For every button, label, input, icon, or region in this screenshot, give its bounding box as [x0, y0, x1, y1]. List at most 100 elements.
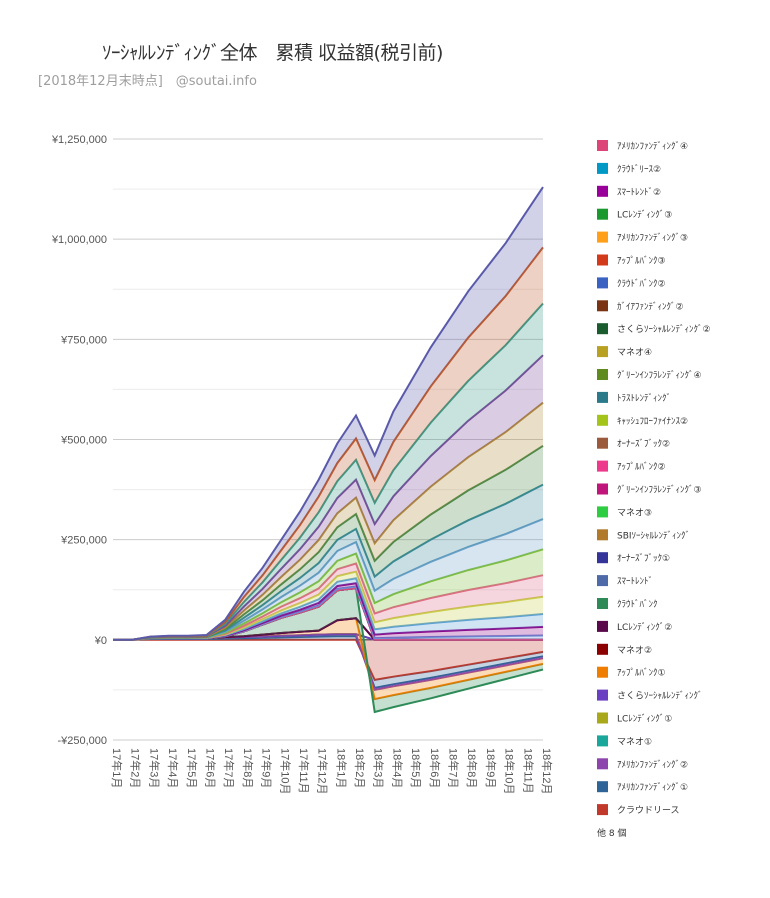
legend-label: マネオ③ [617, 507, 652, 518]
legend-swatch [597, 598, 608, 609]
legend-label: ｸﾗｳﾄﾞﾘｰｽ② [617, 164, 661, 175]
x-tick-label: 17年5月 [185, 748, 199, 788]
x-tick-label: 17年9月 [260, 748, 274, 788]
legend-swatch [597, 277, 608, 289]
x-tick-label: 18年1月 [334, 748, 348, 788]
x-tick-label: 18年5月 [409, 748, 423, 788]
x-tick-label: 17年8月 [241, 748, 255, 788]
y-tick-label: ¥0 [94, 635, 107, 647]
legend-swatch [597, 552, 608, 564]
legend-label: ｸﾞﾘｰﾝｲﾝﾌﾗﾚﾝﾃﾞｨﾝｸﾞ④ [617, 370, 702, 381]
x-tick-label: 18年7月 [447, 748, 461, 788]
x-tick-label: 18年6月 [428, 748, 442, 788]
legend-swatch [597, 483, 608, 495]
legend-swatch [597, 712, 608, 724]
x-tick-label: 17年11月 [297, 748, 311, 794]
legend-label: ｱｯﾌﾟﾙﾊﾞﾝｸ① [617, 668, 666, 679]
legend-label: ｱﾒﾘｶﾝﾌｧﾝﾃﾞｨﾝｸﾞ① [617, 782, 688, 793]
x-tick-label: 18年3月 [372, 748, 386, 788]
area-other-8 [113, 445, 543, 640]
y-tick-label: ¥1,250,000 [51, 134, 107, 146]
legend-label: ｵｰﾅｰｽﾞﾌﾞｯｸ② [617, 439, 670, 450]
legend-swatch [597, 231, 608, 243]
y-tick-label: ¥750,000 [60, 334, 107, 346]
y-tick-label: ¥500,000 [60, 435, 107, 447]
area-series [113, 186, 544, 714]
x-tick-label: 18年9月 [484, 748, 498, 788]
legend-label: ｽﾏｰﾄﾚﾝﾄﾞ② [617, 187, 661, 198]
area-other-4 [113, 563, 543, 640]
legend-label: ｽﾏｰﾄﾚﾝﾄﾞ [617, 576, 653, 587]
x-tick-label: 18年12月 [540, 748, 554, 794]
legend-swatch [597, 162, 608, 174]
x-tick-label: 17年12月 [316, 748, 330, 794]
legend-swatch [597, 758, 608, 770]
legend-label: マネオ④ [617, 347, 652, 358]
legend-label: ｸﾗｳﾄﾞﾊﾞﾝｸ② [617, 278, 666, 289]
x-tick-label: 18年8月 [465, 748, 479, 788]
legend-swatch [597, 529, 608, 541]
legend-swatch [597, 185, 608, 197]
x-tick-label: 17年6月 [203, 748, 217, 788]
legend-label: ｱｯﾌﾟﾙﾊﾞﾝｸ③ [617, 256, 666, 267]
legend-label: クラウドリース [617, 805, 680, 816]
legend-label: ｷｬｯｼｭﾌﾛｰﾌｧｲﾅﾝｽ② [617, 416, 688, 427]
x-tick-label: 17年7月 [222, 748, 236, 788]
legend-label: LCﾚﾝﾃﾞｨﾝｸﾞ② [617, 622, 672, 633]
x-tick-label: 18年10月 [503, 748, 517, 794]
legend-label: ｸﾞﾘｰﾝｲﾝﾌﾗﾚﾝﾃﾞｨﾝｸﾞ③ [617, 485, 702, 496]
x-tick-label: 18年4月 [390, 748, 404, 788]
area-ｱﾒﾘｶﾝﾌｧﾝﾃﾞｨﾝｸﾞ① [113, 636, 543, 688]
legend-swatch [597, 140, 608, 151]
area-ｱｯﾌﾟﾙﾊﾞﾝｸ① [113, 618, 543, 700]
legend-swatch [597, 781, 608, 793]
legend-label: マネオ② [617, 645, 652, 656]
legend-swatch [597, 208, 608, 220]
x-tick-label: 17年2月 [129, 748, 143, 788]
x-tick-label: 17年3月 [147, 748, 161, 788]
legend-label: マネオ① [617, 736, 652, 747]
legend-label: ｱﾒﾘｶﾝﾌｧﾝﾃﾞｨﾝｸﾞ③ [617, 233, 688, 244]
chart-subtitle: [2018年12月末時点] @soutai.info [38, 74, 257, 89]
legend-label: SBIｿｰｼｬﾙﾚﾝﾃﾞｨﾝｸﾞ [617, 530, 690, 541]
legend-label: LCﾚﾝﾃﾞｨﾝｸﾞ① [617, 714, 672, 725]
x-tick-label: 18年11月 [521, 748, 535, 794]
y-axis: -¥250,000 ¥0 ¥250,000 ¥500,000 ¥750,000 ¥1,00… [51, 134, 107, 747]
legend-swatch [597, 666, 608, 678]
legend-label: ｸﾗｳﾄﾞﾊﾞﾝｸ [617, 599, 658, 610]
legend-swatch [597, 735, 608, 747]
x-tick-label: 18年2月 [353, 748, 367, 788]
x-axis: 17年1月 17年2月 17年3月 17年4月 17年5月 17年6月 17年7月 17年8月… [110, 748, 554, 794]
legend-label: ﾄﾗｽﾄﾚﾝﾃﾞｨﾝｸﾞ [617, 393, 671, 404]
legend-label: さくらｿｰｼｬﾙﾚﾝﾃﾞｨﾝｸﾞ [617, 691, 703, 702]
x-tick-label: 17年1月 [110, 748, 124, 788]
y-tick-label: -¥250,000 [57, 735, 107, 747]
area-other-2 [113, 578, 543, 640]
y-tick-label: ¥250,000 [60, 535, 107, 547]
chart-title: ｿｰｼｬﾙﾚﾝﾃﾞｨﾝｸﾞ全体 累積 収益額(税引前) [102, 42, 443, 64]
x-tick-label: 17年4月 [166, 748, 180, 788]
legend-swatch [597, 689, 608, 701]
series-line-other-13 [113, 186, 544, 641]
area-ｸﾗｳﾄﾞﾊﾞﾝｸ [113, 588, 543, 712]
legend-label: さくらｿｰｼｬﾙﾚﾝﾃﾞｨﾝｸﾞ② [617, 324, 711, 335]
legend-swatch [597, 460, 608, 472]
legend-more: 他 8 個 [597, 827, 626, 839]
legend-swatch [597, 437, 608, 449]
legend-swatch [597, 506, 608, 518]
y-tick-label: ¥1,000,000 [51, 234, 107, 246]
legend-label: ｱｯﾌﾟﾙﾊﾞﾝｸ② [617, 462, 666, 473]
legend: ｱﾒﾘｶﾝﾌｧﾝﾃﾞｨﾝｸﾞ④ ｸﾗｳﾄﾞﾘｰｽ② ｽﾏｰﾄﾚﾝﾄﾞ② LCﾚﾝﾃﾞｨ… [597, 140, 711, 839]
legend-swatch [597, 804, 608, 816]
legend-label: ｱﾒﾘｶﾝﾌｧﾝﾃﾞｨﾝｸﾞ② [617, 759, 688, 770]
legend-swatch [597, 254, 608, 266]
legend-swatch [597, 346, 608, 358]
legend-label: ｶﾞｲｱﾌｧﾝﾃﾞｨﾝｸﾞ② [617, 301, 684, 312]
legend-label: LCﾚﾝﾃﾞｨﾝｸﾞ③ [617, 210, 672, 221]
legend-swatch [597, 575, 608, 587]
legend-swatch [597, 620, 608, 632]
legend-swatch [597, 369, 608, 380]
legend-label: ｵｰﾅｰｽﾞﾌﾞｯｸ① [617, 553, 670, 564]
legend-swatch [597, 323, 608, 335]
